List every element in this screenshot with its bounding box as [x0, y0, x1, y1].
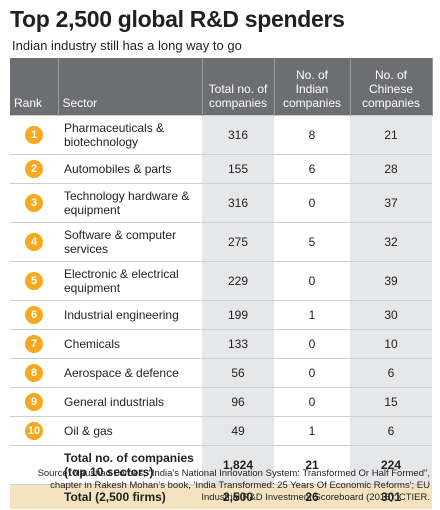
sector-cell: Pharmaceuticals & biotechnology: [58, 115, 202, 155]
sector-cell: Technology hardware & equipment: [58, 183, 202, 223]
value-cell: 21: [350, 115, 432, 155]
total-value: 1,824: [202, 445, 274, 485]
table-row: 3 Technology hardware & equipment 316 0 37: [10, 183, 432, 223]
total-value: 224: [350, 445, 432, 485]
value-cell: 10: [350, 329, 432, 359]
column-header: Total no. of companies: [202, 58, 275, 116]
value-cell: 49: [202, 416, 274, 446]
rank-cell: 6: [10, 300, 58, 330]
table-row: 6 Industrial engineering 199 1 30: [10, 300, 432, 330]
table-row: 5 Electronic & electrical equipment 229 0 39: [10, 261, 432, 301]
table-row: 1 Pharmaceuticals & biotechnology 316 8 21: [10, 115, 432, 155]
rank-badge: 6: [25, 306, 43, 324]
source: Source: Naushad Forbes, "India's Nationa…: [37, 468, 430, 503]
value-cell: 5: [274, 222, 350, 262]
value-cell: 37: [350, 183, 432, 223]
subtitle: Indian industry still has a long way to …: [12, 38, 242, 53]
sector-cell: Aerospace & defence: [58, 358, 202, 388]
value-cell: 56: [202, 358, 274, 388]
rank-badge: 7: [25, 335, 43, 353]
rank-cell: 8: [10, 358, 58, 388]
rank-cell: 7: [10, 329, 58, 359]
rank-cell: 9: [10, 387, 58, 417]
value-cell: 28: [350, 154, 432, 184]
total-value: 21: [274, 445, 350, 485]
rank-cell: 3: [10, 183, 58, 223]
value-cell: 1: [274, 300, 350, 330]
value-cell: 133: [202, 329, 274, 359]
sector-cell: General industrials: [58, 387, 202, 417]
value-cell: 0: [274, 387, 350, 417]
blank-cell: [10, 484, 58, 509]
sector-cell: Software & computer services: [58, 222, 202, 262]
value-cell: 32: [350, 222, 432, 262]
value-cell: 0: [274, 358, 350, 388]
value-cell: 316: [202, 183, 274, 223]
sector-cell: Electronic & electrical equipment: [58, 261, 202, 301]
value-cell: 39: [350, 261, 432, 301]
value-cell: 229: [202, 261, 274, 301]
value-cell: 275: [202, 222, 274, 262]
table: Rank Sector Total no. of companies No. of I…: [10, 58, 433, 509]
sector-cell: Chemicals: [58, 329, 202, 359]
column-header: No. of Indian companies: [274, 58, 351, 116]
total-label: Total no. of companies (top 10 sectors): [58, 445, 202, 485]
rank-badge: 4: [25, 233, 43, 251]
value-cell: 15: [350, 387, 432, 417]
value-cell: 0: [274, 329, 350, 359]
value-cell: 6: [350, 416, 432, 446]
column-header: Rank: [10, 58, 59, 116]
total-row: Total (2,500 firms) 2,500 26 301: [10, 484, 432, 509]
value-cell: 316: [202, 115, 274, 155]
total-value: 2,500: [202, 484, 274, 509]
value-cell: 0: [274, 261, 350, 301]
value-cell: 1: [274, 416, 350, 446]
rank-cell: 4: [10, 222, 58, 262]
total-label: Total (2,500 firms): [58, 484, 202, 509]
value-cell: 30: [350, 300, 432, 330]
table-row: 8 Aerospace & defence 56 0 6: [10, 358, 432, 388]
table-row: 9 General industrials 96 0 15: [10, 387, 432, 417]
rank-badge: 2: [25, 160, 43, 178]
header-row: Rank Sector Total no. of companies No. of I…: [10, 58, 433, 116]
sector-cell: Industrial engineering: [58, 300, 202, 330]
rank-cell: 5: [10, 261, 58, 301]
title: Top 2,500 global R&D spenders: [10, 6, 345, 32]
rank-badge: 3: [25, 194, 43, 212]
value-cell: 6: [350, 358, 432, 388]
sector-cell: Automobiles & parts: [58, 154, 202, 184]
rank-badge: 8: [25, 364, 43, 382]
value-cell: 199: [202, 300, 274, 330]
sector-cell: Oil & gas: [58, 416, 202, 446]
table-row: 4 Software & computer services 275 5 32: [10, 222, 432, 262]
total-value: 301: [350, 484, 432, 509]
rank-badge: 1: [25, 126, 43, 144]
value-cell: 6: [274, 154, 350, 184]
rank-cell: 10: [10, 416, 58, 446]
table-row: 2 Automobiles & parts 155 6 28: [10, 154, 432, 184]
blank-cell: [10, 445, 58, 485]
value-cell: 155: [202, 154, 274, 184]
value-cell: 8: [274, 115, 350, 155]
rank-cell: 2: [10, 154, 58, 184]
column-header: No. of Chinese companies: [350, 58, 433, 116]
table-row: 10 Oil & gas 49 1 6: [10, 416, 432, 446]
rank-badge: 9: [25, 393, 43, 411]
table-body: 1 Pharmaceuticals & biotechnology 316 8 21 2 A…: [10, 115, 432, 509]
rank-badge: 5: [25, 272, 43, 290]
rank-badge: 10: [25, 422, 43, 440]
column-header: Sector: [58, 58, 203, 116]
value-cell: 0: [274, 183, 350, 223]
total-value: 26: [274, 484, 350, 509]
total-row: Total no. of companies (top 10 sectors) 1…: [10, 445, 432, 485]
table-row: 7 Chemicals 133 0 10: [10, 329, 432, 359]
rank-cell: 1: [10, 115, 58, 155]
value-cell: 96: [202, 387, 274, 417]
